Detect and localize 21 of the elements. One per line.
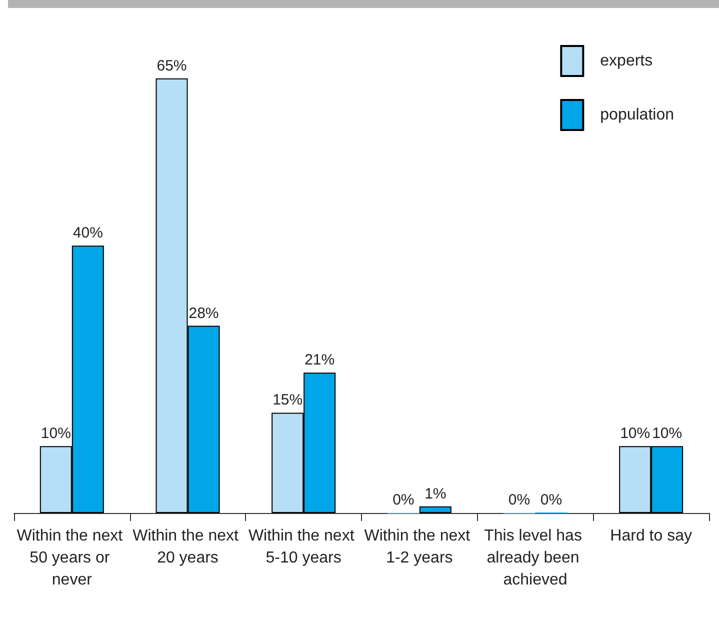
x-tick-label: Hard to say	[610, 528, 692, 544]
data-label: 1%	[424, 485, 446, 502]
data-label: 0%	[392, 492, 414, 508]
x-tick-label: This level has already been achieved	[484, 528, 586, 588]
data-label: 40%	[72, 224, 103, 242]
legend-label: population	[600, 106, 674, 124]
data-label: 0%	[540, 492, 562, 508]
x-tick-label: Within the next 20 years	[132, 528, 243, 566]
data-label: 15%	[272, 392, 303, 409]
data-label: 28%	[188, 304, 219, 322]
data-label: 21%	[304, 352, 335, 369]
data-label: 65%	[156, 57, 187, 74]
data-label: 10%	[40, 425, 71, 442]
legend-label: experts	[600, 52, 653, 70]
x-tick-label: Within the next 5-10 years	[248, 528, 359, 566]
x-tick-label: Within the next 50 years or never	[16, 528, 128, 588]
x-tick-label: Within the next 1-2 years	[364, 528, 475, 566]
bar	[419, 506, 452, 513]
data-label: 0%	[508, 492, 530, 508]
data-label: 10%	[620, 425, 650, 442]
data-label: 10%	[652, 425, 682, 442]
